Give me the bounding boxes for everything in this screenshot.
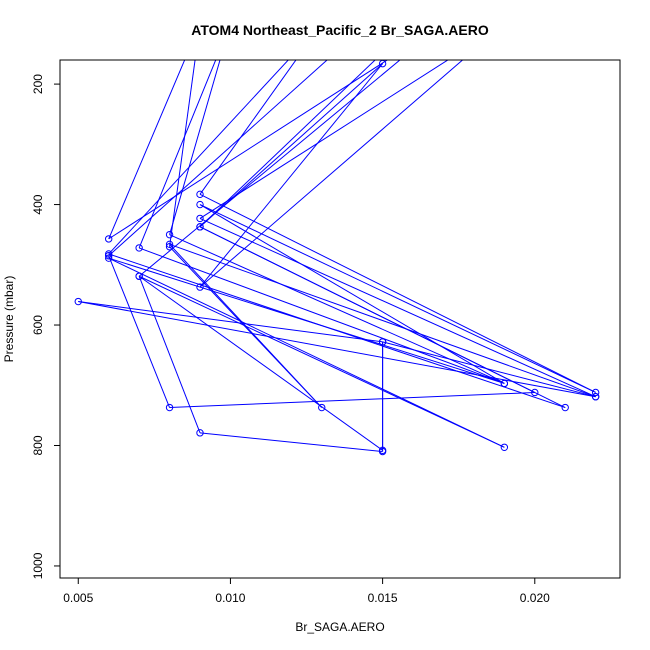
series-line-segment bbox=[199, 432, 383, 453]
series-line-segment bbox=[169, 60, 221, 235]
series-line-segment bbox=[199, 60, 464, 288]
series-line-segment bbox=[169, 391, 535, 409]
series-line-segment bbox=[108, 60, 186, 240]
y-tick-label: 600 bbox=[31, 315, 45, 335]
y-tick-label: 1000 bbox=[31, 552, 45, 579]
series-line-segment bbox=[199, 193, 596, 393]
data-point bbox=[500, 443, 509, 451]
series-line-segment bbox=[108, 257, 505, 384]
series-line-segment bbox=[138, 247, 505, 384]
data-point bbox=[104, 254, 113, 262]
series-line-segment bbox=[78, 301, 383, 343]
series-line-segment bbox=[108, 257, 505, 448]
x-axis: 0.005 0.010 0.015 0.020 bbox=[63, 578, 550, 605]
series-line-segment bbox=[108, 60, 389, 240]
data-point bbox=[135, 272, 143, 280]
data-point bbox=[74, 297, 82, 306]
data-point bbox=[165, 403, 174, 412]
x-tick-label: 0.010 bbox=[215, 591, 245, 605]
series-line-segment bbox=[78, 301, 596, 398]
data-point bbox=[196, 214, 204, 223]
y-tick-label: 200 bbox=[31, 74, 45, 94]
data-point bbox=[378, 338, 387, 346]
data-point bbox=[135, 244, 143, 252]
x-tick-label: 0.020 bbox=[520, 591, 550, 605]
data-point bbox=[531, 388, 539, 397]
plot-border bbox=[59, 59, 621, 579]
data-point bbox=[196, 223, 204, 231]
y-axis-label: Pressure (mbar) bbox=[2, 276, 16, 363]
series-line-segment bbox=[199, 60, 297, 195]
data-point bbox=[165, 240, 174, 249]
series-line-segment bbox=[138, 275, 383, 451]
x-tick-label: 0.005 bbox=[63, 591, 93, 605]
data-point bbox=[196, 429, 204, 437]
data-point bbox=[165, 243, 174, 251]
series-line-segment bbox=[199, 63, 383, 288]
data-point bbox=[561, 403, 569, 412]
series-line-segment bbox=[199, 204, 596, 393]
x-axis-label: Br_SAGA.AERO bbox=[295, 620, 384, 634]
data-point bbox=[196, 283, 204, 291]
data-point bbox=[104, 235, 113, 243]
data-point bbox=[591, 393, 600, 401]
series-line-segment bbox=[382, 341, 596, 398]
series-line-segment bbox=[108, 255, 171, 408]
data-point bbox=[165, 230, 174, 239]
series-line-segment bbox=[169, 243, 596, 398]
series-line-segment bbox=[199, 60, 376, 228]
data-point bbox=[318, 403, 326, 412]
series-line-segment bbox=[199, 226, 566, 408]
series-line-segment bbox=[138, 275, 505, 448]
data-point bbox=[591, 388, 600, 397]
series-line-segment bbox=[199, 204, 505, 384]
y-tick-label: 800 bbox=[31, 435, 45, 455]
data-point bbox=[500, 379, 509, 388]
data-point bbox=[104, 250, 113, 258]
data-point bbox=[378, 446, 387, 455]
series-line-segment bbox=[169, 246, 323, 408]
chart-title: ATOM4 Northeast_Pacific_2 Br_SAGA.AERO bbox=[191, 22, 489, 38]
series-line-segment bbox=[199, 217, 596, 398]
data-point bbox=[196, 200, 204, 209]
y-tick-label: 400 bbox=[31, 194, 45, 214]
y-axis: 200 400 600 800 1000 bbox=[31, 74, 60, 579]
x-tick-label: 0.015 bbox=[368, 591, 398, 605]
series-line-segment bbox=[199, 60, 449, 219]
data-point bbox=[196, 190, 204, 199]
series-layer bbox=[74, 60, 600, 456]
series-line-segment bbox=[199, 63, 383, 228]
series-line-segment bbox=[138, 60, 401, 277]
series-line-segment bbox=[169, 60, 196, 247]
series-line-segment bbox=[138, 276, 201, 434]
